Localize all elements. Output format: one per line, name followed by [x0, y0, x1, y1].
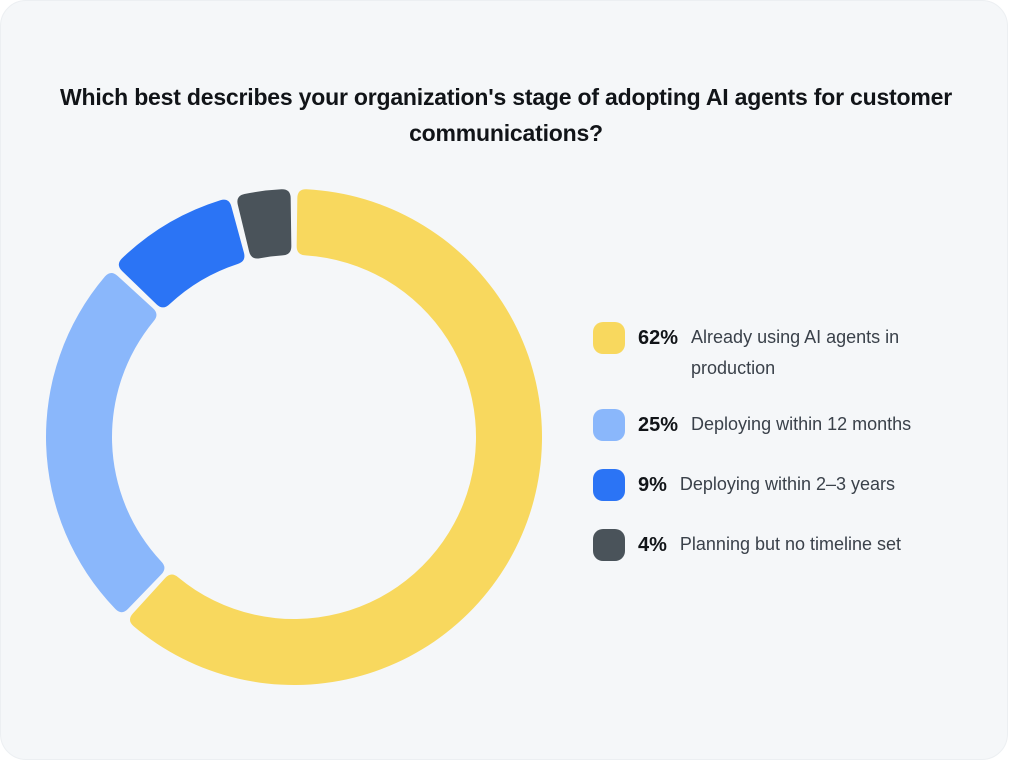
legend-label: Deploying within 12 months: [691, 414, 912, 434]
legend-item-already-using: 62% Already using AI agents in productio…: [593, 319, 993, 384]
legend-swatch: [593, 529, 625, 561]
donut-segment-2: [46, 272, 165, 613]
legend-percent: 4%: [638, 534, 667, 556]
legend: 62% Already using AI agents in productio…: [593, 319, 993, 586]
legend-label: Deploying within 2–3 years: [679, 474, 896, 494]
legend-item-deploying-12-months: 25% Deploying within 12 months: [593, 406, 993, 444]
legend-percent: 9%: [638, 474, 667, 496]
chart-title: Which best describes your organization's…: [60, 84, 952, 146]
legend-item-deploying-2-3-years: 9% Deploying within 2–3 years: [593, 466, 993, 504]
legend-label: Planning but no timeline set: [679, 534, 902, 554]
donut-segment-1: [129, 189, 543, 685]
legend-label: Already using AI agents in production: [691, 327, 900, 378]
donut-segment-4: [237, 189, 292, 259]
donut-segment-3: [118, 199, 245, 308]
legend-percent: 25%: [638, 414, 679, 436]
legend-percent: 62%: [638, 327, 679, 349]
legend-swatch: [593, 409, 625, 441]
legend-swatch: [593, 469, 625, 501]
legend-item-planning-no-timeline: 4% Planning but no timeline set: [593, 526, 993, 564]
legend-swatch: [593, 322, 625, 354]
